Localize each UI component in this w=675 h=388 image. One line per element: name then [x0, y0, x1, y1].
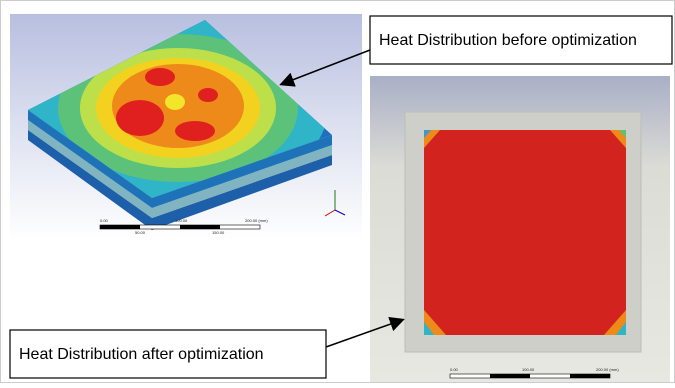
scale-label: 100.00: [522, 367, 535, 372]
scale-label: 100.00: [175, 218, 188, 223]
callout-text: Heat Distribution before optimization: [379, 32, 637, 49]
scale-label: 200.00 (mm): [245, 218, 268, 223]
figure: 0.00 100.00 200.00 (mm) 50.00 150.00 0.0…: [0, 0, 675, 383]
scale-label: 150.00: [212, 230, 225, 235]
callout-text: Heat Distribution after optimization: [19, 346, 264, 363]
scale-label: 0.00: [100, 218, 109, 223]
scale-label: 0.00: [450, 367, 459, 372]
after-image: 0.00 100.00 200.00 (mm): [370, 76, 670, 382]
scale-label: 200.00 (mm): [596, 367, 619, 372]
before-image: 0.00 100.00 200.00 (mm) 50.00 150.00: [10, 10, 362, 240]
scale-label: 50.00: [135, 230, 146, 235]
